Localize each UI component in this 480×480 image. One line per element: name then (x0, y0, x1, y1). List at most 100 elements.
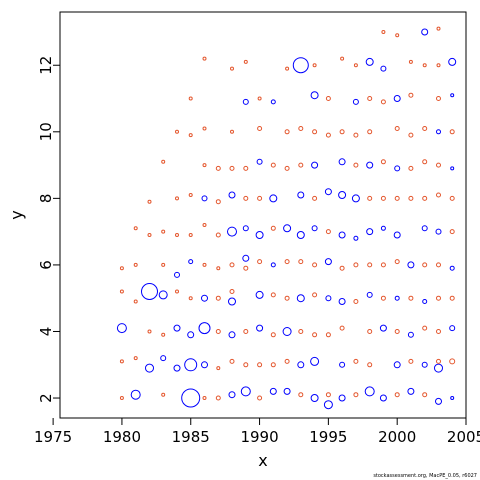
bubble-s1-130 (436, 162, 441, 168)
bubble-s1-85 (339, 129, 345, 135)
bubble-s1-51 (257, 96, 262, 101)
bubble-s1-93 (353, 358, 359, 364)
bubble-s1-125 (422, 325, 428, 331)
bubble-s0-30 (269, 194, 278, 203)
x-tick-label-1985: 1985 (172, 428, 210, 446)
bubble-s1-46 (243, 165, 249, 171)
y-tick-label-8: 8 (37, 194, 55, 204)
bubble-s1-62 (285, 66, 290, 71)
bubble-s1-14 (161, 332, 166, 337)
bubble-s1-109 (394, 195, 400, 201)
bubble-s0-3 (145, 363, 154, 373)
bubble-s0-53 (338, 231, 346, 239)
bubble-s1-29 (202, 262, 207, 267)
bubble-s1-15 (161, 392, 166, 397)
bubble-s1-44 (229, 358, 235, 364)
bubble-s0-71 (393, 231, 401, 239)
plot-frame (59, 11, 467, 419)
y-tick-label-2: 2 (37, 393, 55, 403)
bubble-s0-26 (255, 231, 264, 239)
bubble-s1-24 (188, 296, 193, 301)
bubble-s0-88 (449, 265, 455, 271)
bubble-s1-134 (436, 329, 441, 334)
bubble-s1-100 (367, 362, 373, 368)
bubble-s1-41 (229, 165, 235, 171)
bubble-s1-137 (449, 195, 455, 201)
bubble-s0-36 (283, 387, 291, 395)
bubble-s1-30 (202, 396, 207, 400)
bubble-s1-49 (243, 329, 249, 334)
bubble-s1-33 (215, 232, 221, 238)
bubble-s1-88 (353, 63, 358, 68)
bubble-s0-72 (394, 295, 400, 301)
bubble-s1-25 (202, 56, 207, 61)
bubble-s1-75 (312, 195, 318, 201)
bubble-s1-89 (353, 132, 359, 138)
bubble-s1-120 (422, 63, 427, 68)
bubble-s0-10 (184, 358, 198, 372)
bubble-s1-140 (449, 358, 456, 365)
bubble-s1-123 (422, 195, 428, 201)
bubble-s1-22 (188, 193, 193, 197)
bubble-s0-52 (338, 191, 347, 199)
bubble-s0-13 (198, 322, 211, 335)
bubble-s0-39 (296, 231, 305, 239)
bubble-s1-135 (436, 358, 441, 364)
y-tick-label-12: 12 (37, 56, 55, 75)
bubble-s0-55 (339, 361, 346, 368)
bubble-s0-23 (242, 98, 249, 105)
bubble-s1-80 (325, 132, 331, 138)
bubble-s0-67 (379, 324, 387, 332)
bubble-s1-7 (133, 356, 138, 361)
bubble-s1-55 (257, 362, 263, 368)
bubble-s1-2 (119, 359, 124, 364)
bubble-s1-82 (325, 332, 331, 338)
bubble-s1-45 (243, 59, 248, 64)
bubble-s1-110 (394, 259, 400, 265)
bubble-s0-28 (255, 290, 264, 299)
bubble-s0-29 (256, 324, 264, 332)
bubble-s1-63 (284, 129, 290, 135)
bubble-s1-1 (119, 289, 124, 294)
bubble-s1-28 (202, 223, 207, 227)
bubble-s0-59 (353, 235, 359, 241)
x-tick-label-2000: 2000 (378, 428, 416, 446)
bubble-s0-64 (364, 386, 375, 397)
bubble-s1-48 (243, 265, 249, 271)
bubble-s1-58 (270, 225, 276, 231)
bubble-s0-19 (228, 297, 236, 306)
bubble-s1-65 (284, 259, 290, 265)
bubble-s1-36 (215, 329, 221, 334)
bubble-s1-77 (312, 292, 318, 298)
bubble-s0-24 (242, 225, 249, 232)
bubble-s1-113 (408, 59, 413, 64)
bubble-s1-127 (436, 26, 441, 31)
bubble-s1-139 (449, 295, 455, 301)
bubble-s1-104 (380, 195, 386, 201)
bubble-s0-42 (310, 91, 319, 100)
bubble-s1-116 (408, 165, 414, 171)
bubble-s1-86 (339, 265, 345, 271)
bubble-s1-13 (161, 262, 166, 267)
bubble-s1-78 (312, 332, 318, 338)
bubble-s1-52 (257, 126, 263, 131)
bubble-s0-75 (407, 331, 414, 338)
bubble-s1-128 (436, 63, 441, 68)
bubble-s1-103 (380, 159, 386, 165)
bubble-s1-39 (230, 66, 234, 71)
bubble-s1-47 (243, 195, 249, 201)
bubble-s1-21 (188, 133, 193, 138)
bubble-s0-31 (269, 387, 277, 395)
bubble-s1-68 (298, 126, 304, 131)
bubble-s1-5 (133, 262, 138, 267)
bubble-s0-79 (422, 299, 428, 304)
bubble-s0-66 (380, 225, 386, 231)
bubble-s0-69 (393, 95, 401, 102)
bubble-s0-57 (352, 98, 359, 105)
bubble-s0-48 (324, 258, 332, 266)
bubble-s1-17 (175, 196, 179, 201)
source-footnote: stockassessment.org, MacPE_0.05, r6027 (373, 473, 477, 479)
bubble-s1-32 (215, 199, 221, 205)
bubble-s0-46 (310, 394, 319, 402)
bubble-s1-64 (284, 165, 290, 171)
